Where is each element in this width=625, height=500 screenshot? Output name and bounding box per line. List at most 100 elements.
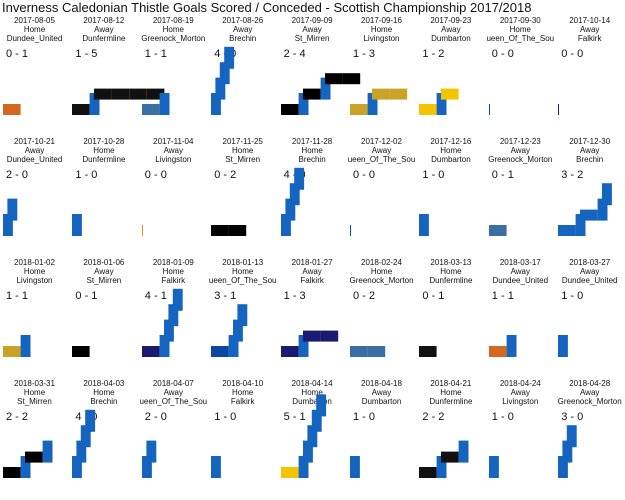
match-score: 1 - 3 [283,290,306,302]
goal-scored-segment [284,198,295,221]
match-venue: Away [232,25,253,34]
goal-conceded-segment [280,467,299,478]
match-venue: Home [162,267,184,276]
goal-timeline [3,440,53,478]
goal-scored-segment [315,394,326,417]
match-venue: Away [94,267,114,276]
match-venue: Home [440,267,462,276]
match-opponent: Livingston [16,276,53,285]
match-venue: Home [162,25,184,34]
match-panel: 2018-03-27 Away Dundee_United 1 - 0 [555,258,624,379]
match-date: 2017-09-23 [430,16,472,25]
match-opponent: ueen_Of_The_Sou [139,397,208,406]
goal-scored-segment [20,456,31,478]
goal-scored-segment [211,93,222,115]
match-date: 2018-04-28 [569,379,611,388]
match-date: 2018-01-27 [291,258,333,267]
match-date: 2018-04-21 [430,379,472,388]
match-score: 5 - 1 [283,411,306,423]
match-date: 2017-11-25 [222,137,263,146]
match-date: 2018-03-27 [569,258,611,267]
match-opponent: Brechin [90,397,118,406]
match-venue: Home [509,25,531,34]
goal-timeline [488,225,507,236]
match-panel: 2017-12-16 Home Dumbarton 1 - 0 [416,137,485,258]
match-opponent: Dundee_United [6,155,63,164]
goal-conceded-segment [350,104,368,115]
goal-conceded-segment [367,346,386,357]
match-venue: Home [440,388,462,397]
match-opponent: St_Mirren [86,276,122,285]
match-opponent: Dunfermline [429,397,473,406]
match-opponent: ueen_Of_The_Sou [208,276,277,285]
goal-conceded-segment [280,346,299,357]
match-date: 2017-12-02 [361,137,402,146]
goal-conceded-segment [488,346,507,357]
match-venue: Away [163,388,183,397]
match-panel: 2018-01-13 Home ueen_Of_The_Sou 3 - 1 [208,258,277,379]
goal-scored-segment [42,440,53,463]
match-panel: 2017-11-25 Home St_Mirren 0 - 2 [208,137,277,258]
goal-scored-segment [597,198,608,221]
goal-scored-segment [141,456,152,478]
match-score: 2 - 0 [6,169,29,181]
goal-timeline [141,225,143,236]
goal-scored-segment [224,46,235,69]
match-panel: 2018-03-31 Home St_Mirren 2 - 2 [0,379,69,500]
goal-conceded-segment [72,104,90,115]
match-date: 2018-04-14 [291,379,333,388]
match-panel: 2018-03-17 Away Dundee_United 1 - 1 [486,258,555,379]
match-grid: 2017-08-05 Home Dundee_United 0 - 1 2017-08-… [0,16,625,500]
goal-conceded-segment [129,88,148,100]
goal-conceded-segment [280,104,299,115]
match-panel: 2018-04-10 Home Falkirk 1 - 0 [208,379,277,500]
goal-scored-segment [575,214,586,236]
match-panel: 2018-01-09 Home Falkirk 4 - 1 [139,258,208,379]
match-score: 1 - 1 [144,48,167,60]
match-date: 2018-04-24 [499,379,541,388]
match-opponent: Falkirk [161,276,186,285]
goal-scored-segment [562,440,573,463]
goal-conceded-segment [211,346,229,357]
goal-segment [141,225,143,236]
goal-timeline [280,73,360,115]
match-opponent: Dunfermline [429,276,473,285]
match-venue: Home [232,146,254,155]
match-venue: Home [23,25,46,34]
match-venue: Away [579,25,600,34]
match-date: 2017-09-30 [499,16,541,25]
match-opponent: Greenock_Morton [141,34,206,43]
match-date: 2018-01-02 [14,258,55,267]
match-panel: 2018-04-28 Away Greenock_Morton 3 - 0 [555,379,624,500]
match-opponent: Dumbarton [292,397,332,406]
match-date: 2017-10-21 [14,137,55,146]
match-panel: 2017-08-05 Home Dundee_United 0 - 1 [0,16,69,137]
goal-conceded-segment [141,346,160,357]
goal-conceded-segment [141,104,160,115]
match-opponent: Greenock_Morton [488,155,553,164]
goal-timeline [141,440,157,478]
goal-scored-segment [3,214,13,236]
match-date: 2018-01-06 [83,258,125,267]
goal-scored-segment [558,335,569,357]
goal-conceded-segment [324,73,343,85]
match-date: 2017-11-04 [153,137,194,146]
match-score: 0 - 0 [561,48,584,60]
goal-timeline [350,456,360,478]
match-panel: 2017-12-23 Away Greenock_Morton 0 - 1 [486,137,555,258]
match-panel: 2018-01-06 Away St_Mirren 0 - 1 [69,258,138,379]
match-date: 2018-02-24 [361,258,402,267]
match-venue: Home [301,146,323,155]
goal-scored-segment [311,409,322,432]
match-opponent: St_Mirren [17,397,52,406]
match-venue: Away [441,25,461,34]
match-opponent: St_Mirren [225,155,261,164]
match-date: 2017-08-19 [152,16,194,25]
goal-conceded-segment [320,330,338,342]
match-score: 0 - 2 [214,169,237,181]
goal-conceded-segment [419,346,437,357]
goal-timeline [72,88,165,115]
match-panel: 2017-12-02 Away ueen_Of_The_Sou 0 - 0 [347,137,416,258]
